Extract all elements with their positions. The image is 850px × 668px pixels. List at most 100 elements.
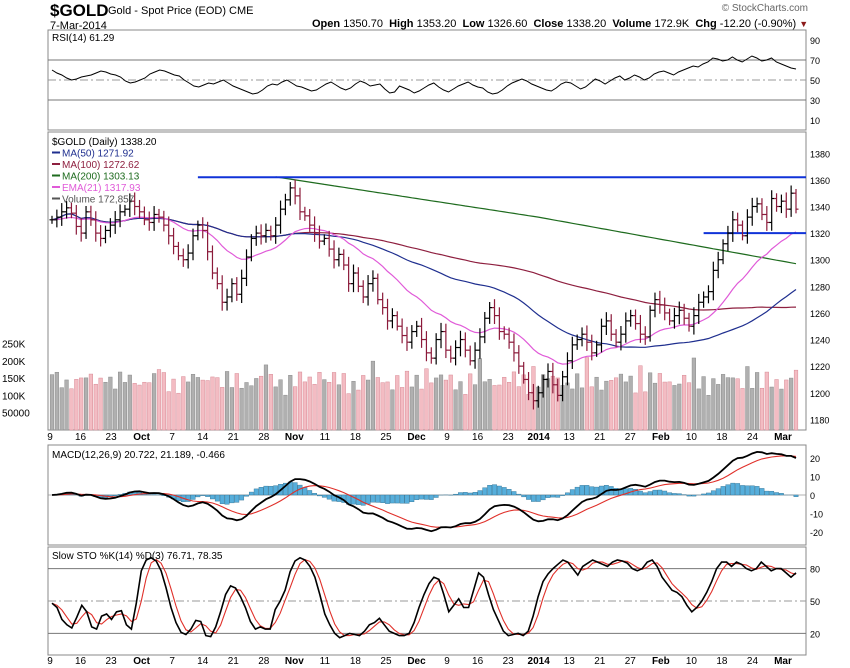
macd-histogram-bar: [477, 490, 483, 496]
price-bar: [754, 197, 760, 213]
price-bar: [268, 225, 274, 241]
volume-bar: [79, 377, 84, 431]
price-bar: [141, 206, 147, 226]
volume-bar: [195, 377, 200, 431]
x-axis-label-bottom: 28: [258, 656, 270, 667]
price-bar: [385, 298, 391, 330]
macd-histogram-bar: [579, 485, 585, 496]
volume-bar: [327, 382, 332, 431]
price-tick-label: 1280: [810, 282, 830, 292]
x-axis-label: Oct: [133, 432, 150, 443]
macd-histogram-bar: [662, 490, 668, 496]
price-bar: [54, 209, 60, 228]
volume-bar: [652, 382, 658, 431]
price-bar: [278, 200, 284, 234]
x-axis-label-bottom: Mar: [774, 656, 792, 667]
volume-bar: [108, 376, 113, 431]
x-axis-label: 2014: [528, 432, 551, 443]
price-bar: [239, 269, 245, 304]
volume-bar: [725, 377, 730, 431]
volume-bar: [346, 393, 351, 431]
price-bar: [200, 217, 206, 239]
price-bar: [667, 308, 673, 326]
macd-histogram-bar: [633, 489, 638, 496]
price-bar: [642, 326, 648, 345]
macd-histogram-bar: [496, 485, 502, 496]
volume-bar: [137, 384, 142, 431]
macd-histogram-bar: [307, 490, 313, 496]
price-bar: [292, 179, 298, 205]
price-tick-label: 1380: [810, 149, 830, 159]
volume-bar: [438, 374, 444, 431]
macd-histogram-bar: [351, 494, 356, 505]
x-axis-label: 13: [564, 432, 576, 443]
volume-bar: [385, 381, 390, 431]
volume-bar: [599, 389, 604, 431]
volume-tick-label: 100K: [2, 391, 26, 402]
rsi-line: [51, 55, 797, 95]
low-value: 1326.60: [487, 18, 528, 30]
price-bar: [749, 197, 755, 226]
macd-histogram-bar: [574, 486, 580, 496]
volume-bar: [458, 381, 463, 431]
price-bar: [360, 280, 366, 304]
volume-bar: [409, 386, 414, 431]
volume-bar: [93, 383, 98, 431]
price-bar: [657, 290, 663, 314]
volume-bar: [288, 375, 293, 431]
price-legend-entry: Volume 172,857: [62, 195, 135, 206]
price-bar: [195, 220, 201, 241]
volume-bar: [589, 386, 594, 431]
price-bar: [224, 288, 230, 311]
volume-bar: [400, 387, 405, 431]
price-bar: [263, 223, 269, 243]
volume-bar: [375, 377, 380, 431]
price-bar: [102, 225, 108, 244]
watermark: © StockCharts.com: [721, 3, 808, 14]
volume-bar: [49, 374, 55, 431]
price-legend-entry: MA(100) 1272.62: [62, 160, 140, 171]
macd-histogram-bar: [482, 487, 488, 496]
macd-histogram-bar: [424, 494, 429, 500]
macd-histogram-bar: [691, 494, 697, 497]
volume-bar: [336, 384, 341, 431]
macd-histogram-bar: [540, 494, 546, 501]
macd-histogram-bar: [365, 494, 371, 505]
volume-bar: [390, 389, 395, 431]
volume-bar: [118, 371, 123, 431]
volume-bar: [609, 380, 614, 431]
price-tick-label: 1320: [810, 229, 830, 239]
volume-bar: [720, 374, 726, 431]
price-bar: [287, 182, 293, 206]
volume-bar: [716, 384, 721, 431]
volume-bar: [263, 364, 269, 431]
price-tick-label: 1360: [810, 176, 830, 186]
volume-tick-label: 150K: [2, 374, 26, 385]
x-axis-label-bottom: 21: [594, 656, 606, 667]
macd-histogram-bar: [112, 494, 118, 497]
price-bar: [774, 193, 780, 212]
x-axis-label-bottom: 2014: [528, 656, 551, 667]
macd-histogram-bar: [725, 484, 731, 496]
macd-histogram-bar: [638, 490, 643, 496]
macd-histogram-bar: [521, 494, 527, 498]
macd-histogram-bar: [584, 485, 590, 496]
price-bar: [180, 248, 186, 267]
volume-bar: [487, 379, 492, 431]
price-bar: [652, 292, 658, 318]
volume-bar: [579, 387, 585, 431]
macd-histogram-bar: [428, 494, 434, 500]
volume-bar: [181, 376, 186, 431]
volume-bar: [443, 379, 448, 431]
price-bar: [302, 206, 308, 221]
price-bar: [214, 267, 220, 290]
price-bar: [710, 261, 716, 301]
price-bar: [107, 218, 113, 238]
macd-histogram-bar: [292, 482, 298, 496]
volume-bar: [361, 375, 366, 431]
volume-bar: [614, 377, 619, 431]
macd-tick-label: -20: [810, 528, 823, 538]
price-bar: [78, 217, 84, 242]
macd-histogram-bar: [560, 494, 565, 496]
macd-histogram-bar: [380, 494, 386, 503]
